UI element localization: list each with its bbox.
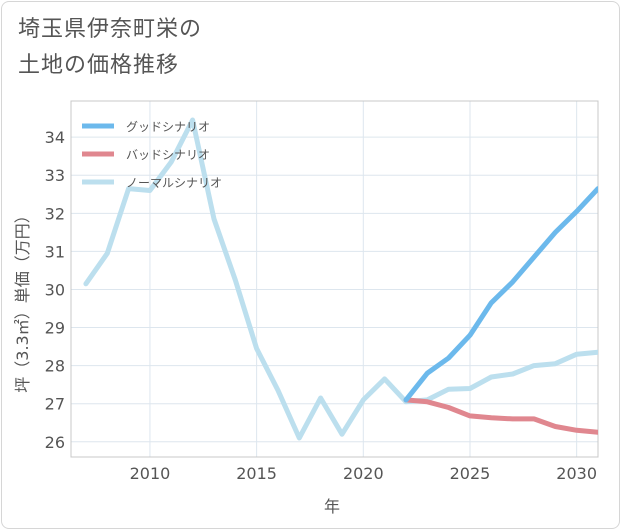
x-tick-label: 2025 xyxy=(450,464,491,483)
y-axis-label: 坪（3.3㎡）単価（万円） xyxy=(13,207,32,392)
y-tick-label: 28 xyxy=(45,357,65,376)
y-tick-label: 29 xyxy=(45,319,65,338)
y-tick-label: 34 xyxy=(45,128,65,147)
series-line-normal xyxy=(83,117,598,441)
chart-title-line-1: 埼玉県伊奈町栄の xyxy=(18,17,203,42)
legend-label-normal: ノーマルシナリオ xyxy=(126,176,222,190)
x-axis-label: 年 xyxy=(324,497,340,516)
y-tick-label: 27 xyxy=(45,395,65,414)
y-tick-label: 26 xyxy=(45,433,65,452)
x-tick-label: 2015 xyxy=(236,464,277,483)
plot-area-frame xyxy=(70,100,599,458)
x-axis-ticks: 2010 2015 2020 2025 2030 xyxy=(130,464,597,483)
y-tick-label: 32 xyxy=(45,204,65,223)
y-tick-label: 33 xyxy=(45,166,65,185)
y-tick-label: 31 xyxy=(45,242,65,261)
y-axis-ticks: 26 27 28 29 30 31 32 33 34 xyxy=(45,128,65,452)
chart-title: 埼玉県伊奈町栄の 土地の価格推移 xyxy=(18,12,202,84)
x-tick-label: 2030 xyxy=(556,464,597,483)
legend-label-bad: バッドシナリオ xyxy=(126,148,210,162)
chart-title-line-2: 土地の価格推移 xyxy=(18,53,180,78)
x-tick-label: 2010 xyxy=(130,464,171,483)
series-line-good xyxy=(403,186,598,403)
legend-label-good: グッドシナリオ xyxy=(126,120,210,134)
series-line-bad xyxy=(403,397,598,435)
x-tick-label: 2020 xyxy=(343,464,384,483)
series-lines xyxy=(83,117,598,441)
y-tick-label: 30 xyxy=(45,280,65,299)
